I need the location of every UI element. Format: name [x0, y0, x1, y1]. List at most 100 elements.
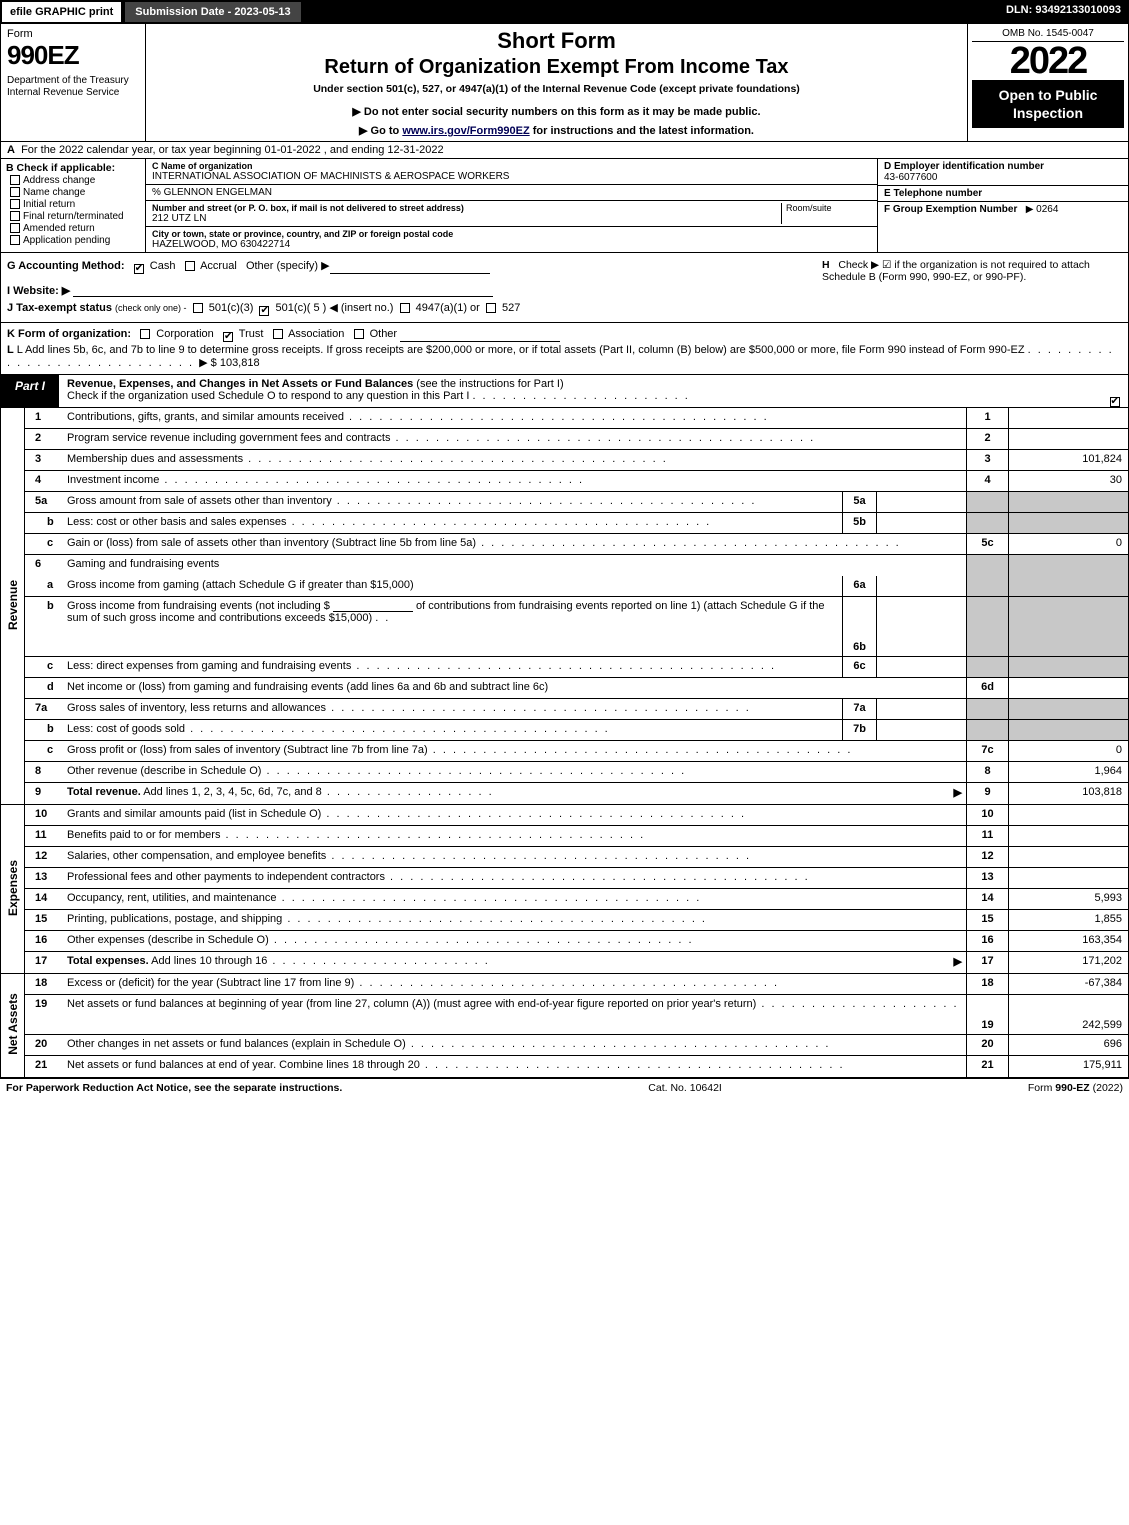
corporation-label: Corporation	[156, 328, 213, 340]
line-6: 6 Gaming and fundraising events	[25, 555, 1128, 576]
chk-trust[interactable]	[223, 332, 233, 342]
chk-name-change-label: Name change	[23, 187, 85, 198]
line-8-desc: Other revenue (describe in Schedule O)	[63, 762, 966, 782]
line-21-amt: 175,911	[1008, 1056, 1128, 1077]
line-7a-desc: Gross sales of inventory, less returns a…	[63, 699, 842, 719]
website-input[interactable]	[73, 285, 493, 297]
line-4-desc: Investment income	[63, 471, 966, 491]
other-org-input[interactable]	[400, 330, 560, 342]
footer-right-pre: Form	[1028, 1082, 1055, 1094]
line-16-amt: 163,354	[1008, 931, 1128, 951]
chk-4947[interactable]	[400, 303, 410, 313]
chk-cash[interactable]	[134, 264, 144, 274]
part-i-title: Revenue, Expenses, and Changes in Net As…	[67, 378, 413, 390]
column-def: D Employer identification number 43-6077…	[878, 159, 1128, 252]
line-13: 13 Professional fees and other payments …	[25, 868, 1128, 889]
line-5a-amt-shade	[1008, 492, 1128, 512]
part-i-checkbox[interactable]	[1104, 375, 1128, 407]
chk-initial-return[interactable]: Initial return	[10, 199, 140, 210]
line-11-desc: Benefits paid to or for members	[63, 826, 966, 846]
chk-527[interactable]	[486, 303, 496, 313]
line-5a-sid: 5a	[842, 492, 876, 512]
other-input[interactable]	[330, 262, 490, 274]
line-6b-samt	[876, 597, 966, 656]
line-2-desc: Program service revenue including govern…	[63, 429, 966, 449]
line-21-desc: Net assets or fund balances at end of ye…	[63, 1056, 966, 1077]
line-6a-ref-shade	[966, 576, 1008, 596]
line-9-amt: 103,818	[1008, 783, 1128, 804]
chk-final-return[interactable]: Final return/terminated	[10, 211, 140, 222]
line-7b: b Less: cost of goods sold 7b	[25, 720, 1128, 741]
line-17-amt: 171,202	[1008, 952, 1128, 973]
chk-application-pending[interactable]: Application pending	[10, 235, 140, 246]
line-15: 15 Printing, publications, postage, and …	[25, 910, 1128, 931]
goto-note: ▶ Go to www.irs.gov/Form990EZ for instru…	[156, 124, 957, 137]
dln-label: DLN: 93492133010093	[998, 0, 1129, 24]
line-1-num: 1	[25, 408, 63, 428]
line-20-desc: Other changes in net assets or fund bala…	[63, 1035, 966, 1055]
line-10-amt	[1008, 805, 1128, 825]
c-label: C	[152, 161, 159, 171]
line-21-ref: 21	[966, 1056, 1008, 1077]
line-13-desc: Professional fees and other payments to …	[63, 868, 966, 888]
revenue-vlabel: Revenue	[1, 408, 25, 804]
line-15-amt: 1,855	[1008, 910, 1128, 930]
header-right: OMB No. 1545-0047 2022 Open to Public In…	[968, 24, 1128, 141]
chk-name-change[interactable]: Name change	[10, 187, 140, 198]
line-18-desc: Excess or (deficit) for the year (Subtra…	[63, 974, 966, 994]
line-2-num: 2	[25, 429, 63, 449]
line-5c-num: c	[25, 534, 63, 554]
chk-accrual[interactable]	[185, 261, 195, 271]
line-17-ref: 17	[966, 952, 1008, 973]
line-6b-num: b	[25, 597, 63, 656]
line-6b-desc1: Gross income from fundraising events (no…	[67, 600, 330, 612]
org-name-row: C Name of organization INTERNATIONAL ASS…	[146, 159, 877, 185]
line-6d: d Net income or (loss) from gaming and f…	[25, 678, 1128, 699]
line-6a: a Gross income from gaming (attach Sched…	[25, 576, 1128, 597]
return-title: Return of Organization Exempt From Incom…	[156, 56, 957, 79]
l-amount: ▶ $ 103,818	[199, 357, 259, 369]
line-6d-amt	[1008, 678, 1128, 698]
goto-link[interactable]: www.irs.gov/Form990EZ	[402, 125, 529, 137]
line-8-ref: 8	[966, 762, 1008, 782]
line-19-desc-text: Net assets or fund balances at beginning…	[67, 998, 756, 1010]
line-6b-blank[interactable]	[333, 600, 413, 612]
efile-print-button[interactable]: efile GRAPHIC print	[0, 0, 123, 24]
line-10-ref: 10	[966, 805, 1008, 825]
chk-corporation[interactable]	[140, 329, 150, 339]
expenses-vlabel-text: Expenses	[6, 860, 20, 916]
chk-amended-return[interactable]: Amended return	[10, 223, 140, 234]
line-7b-amt-shade	[1008, 720, 1128, 740]
line-13-amt	[1008, 868, 1128, 888]
chk-address-change[interactable]: Address change	[10, 175, 140, 186]
4947-label: 4947(a)(1) or	[416, 302, 480, 314]
line-3-desc: Membership dues and assessments	[63, 450, 966, 470]
line-a-label: A	[7, 144, 15, 156]
line-7a-amt-shade	[1008, 699, 1128, 719]
open-to-public: Open to Public Inspection	[972, 81, 1124, 128]
revenue-vlabel-text: Revenue	[6, 580, 20, 630]
line-17-desc: Total expenses. Add lines 10 through 16 …	[63, 952, 954, 973]
line-7c-amt: 0	[1008, 741, 1128, 761]
b-label: B	[6, 162, 14, 174]
chk-association[interactable]	[273, 329, 283, 339]
group-exemption-row: F Group Exemption Number ▶ 0264	[878, 202, 1128, 252]
chk-501c[interactable]	[259, 306, 269, 316]
line-5c-amt: 0	[1008, 534, 1128, 554]
line-5c: c Gain or (loss) from sale of assets oth…	[25, 534, 1128, 555]
line-6b-sid: 6b	[842, 597, 876, 656]
line-21-num: 21	[25, 1056, 63, 1077]
chk-other-org[interactable]	[354, 329, 364, 339]
city-value: HAZELWOOD, MO 630422714	[152, 239, 871, 250]
line-5b-desc: Less: cost or other basis and sales expe…	[63, 513, 842, 533]
header-center: Short Form Return of Organization Exempt…	[146, 24, 968, 141]
tax-year: 2022	[972, 42, 1124, 81]
chk-501c3[interactable]	[193, 303, 203, 313]
line-19-desc: Net assets or fund balances at beginning…	[63, 995, 966, 1034]
line-17-num: 17	[25, 952, 63, 973]
line-19: 19 Net assets or fund balances at beginn…	[25, 995, 1128, 1035]
line-6c-amt-shade	[1008, 657, 1128, 677]
line-7b-ref-shade	[966, 720, 1008, 740]
line-4-amt: 30	[1008, 471, 1128, 491]
expenses-section: Expenses 10 Grants and similar amounts p…	[0, 805, 1129, 974]
